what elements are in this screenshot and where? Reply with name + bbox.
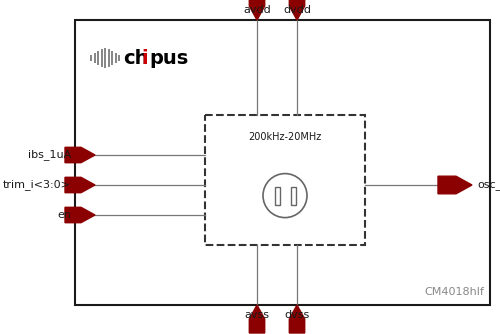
Text: i: i (141, 48, 148, 67)
Text: avss: avss (244, 310, 270, 320)
Bar (114, 53, 116, 63)
Text: dvdd: dvdd (283, 5, 311, 15)
Text: ibs_1uA: ibs_1uA (28, 150, 71, 160)
Text: trim_i<3:0>: trim_i<3:0> (3, 180, 71, 190)
Text: dvss: dvss (284, 310, 310, 320)
Bar (104, 48, 106, 68)
Bar (75, 20, 490, 305)
Polygon shape (65, 177, 95, 193)
Polygon shape (250, 0, 264, 20)
Text: en: en (57, 210, 71, 220)
Polygon shape (65, 147, 95, 163)
Polygon shape (438, 176, 472, 194)
Bar (100, 49, 102, 67)
Text: avdd: avdd (243, 5, 271, 15)
Bar (274, 187, 280, 205)
Bar (290, 187, 296, 205)
Bar (118, 55, 120, 61)
Bar (94, 53, 96, 63)
Polygon shape (290, 305, 304, 333)
Polygon shape (65, 207, 95, 223)
Polygon shape (250, 305, 264, 333)
Bar (108, 49, 110, 67)
Bar (97, 51, 99, 65)
Polygon shape (290, 0, 304, 20)
Text: osc_o: osc_o (477, 180, 500, 190)
Bar (111, 51, 113, 65)
Text: pus: pus (149, 48, 188, 67)
Bar (90, 55, 92, 61)
Text: 200kHz-20MHz: 200kHz-20MHz (248, 132, 322, 142)
Text: CM4018hlf: CM4018hlf (424, 287, 484, 297)
Text: ch: ch (123, 48, 148, 67)
Bar (205, 115, 365, 245)
